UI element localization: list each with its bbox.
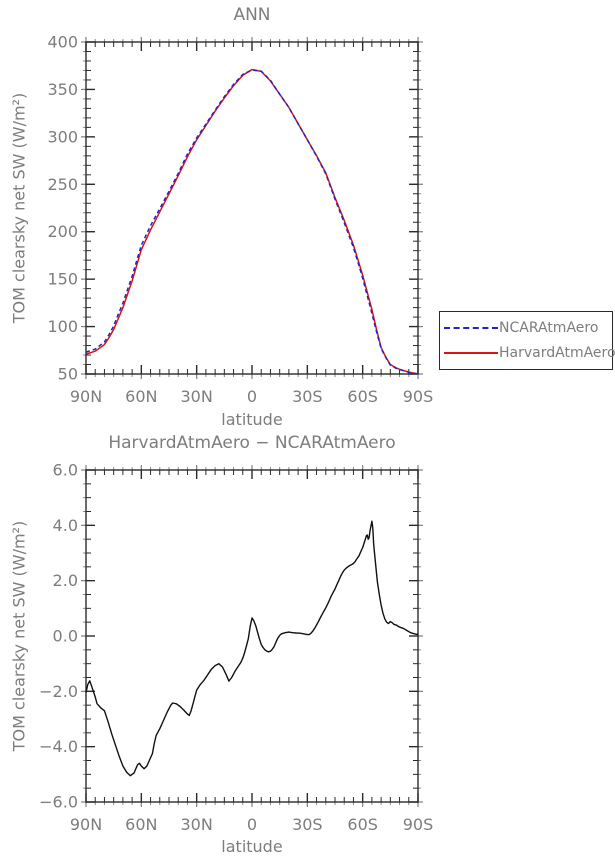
x-tick-label: 90N [70, 815, 102, 834]
series-line-HarvardAtmAero [85, 68, 419, 375]
x-tick-label: 60S [347, 815, 378, 834]
legend-item-harvardatmaero: HarvardAtmAero [440, 344, 615, 361]
legend-box: NCARAtmAero HarvardAtmAero [439, 311, 615, 370]
x-tick-label: 60S [347, 387, 378, 406]
x-tick-label: 30S [292, 815, 323, 834]
y-tick-label: 100 [47, 317, 78, 336]
x-tick-label: 90S [403, 815, 434, 834]
y-tick-label: 400 [47, 33, 78, 52]
y-tick-label: −4.0 [39, 737, 78, 756]
y-tick-label: 50 [58, 365, 78, 384]
x-tick-label: 30N [181, 387, 213, 406]
x-tick-label: 60N [125, 815, 157, 834]
x-tick-label: 30N [181, 815, 213, 834]
ncar-dashed-line-sample [444, 327, 498, 330]
legend-label-ncaratmaero: NCARAtmAero [499, 320, 599, 337]
series-line [85, 520, 419, 777]
bottom-chart-xlabel: latitude [221, 837, 283, 856]
y-tick-label: 0.0 [53, 627, 78, 646]
series-line-NCARAtmAero [85, 69, 419, 375]
chart-group: 90N 60N 30N 0 30S 60S 90S 6.0 4.0 2.0 0.0 −2.0 −4.0 −… [39, 461, 433, 835]
bottom-chart-ylabel: TOM clearsky net SW (W/m²) [9, 520, 29, 752]
plot-frame [85, 41, 419, 375]
y-tick-label: −6.0 [39, 793, 78, 812]
x-tick-label: 60N [125, 387, 157, 406]
y-tick-label: 6.0 [53, 461, 78, 480]
y-tick-label: 250 [47, 175, 78, 194]
y-tick-label: 150 [47, 270, 78, 289]
harvard-solid-line-sample [444, 351, 498, 354]
x-tick-label: 0 [247, 387, 257, 406]
y-tick-label: 4.0 [53, 516, 78, 535]
x-tick-label: 90S [403, 387, 434, 406]
legend-item-ncaratmaero: NCARAtmAero [440, 320, 612, 336]
chart-group: 90N 60N 30N 0 30S 60S 90S 400 350 300 250 200 150 100… [47, 33, 433, 407]
top-chart-ylabel: TOM clearsky net SW (W/m²) [9, 92, 29, 324]
y-tick-label: 200 [47, 222, 78, 241]
bottom-chart-title: HarvardAtmAero − NCARAtmAero [108, 433, 396, 453]
legend-label-harvardatmaero: HarvardAtmAero [499, 344, 615, 361]
x-tick-label: 0 [247, 815, 257, 834]
plot-frame [85, 469, 419, 803]
x-tick-label: 30S [292, 387, 323, 406]
y-tick-label: 350 [47, 80, 78, 99]
top-chart-xlabel: latitude [221, 410, 283, 429]
y-tick-label: 300 [47, 127, 78, 146]
y-tick-label: 2.0 [53, 571, 78, 590]
top-chart-title: ANN [233, 5, 271, 25]
y-tick-label: −2.0 [39, 682, 78, 701]
x-tick-label: 90N [70, 387, 102, 406]
